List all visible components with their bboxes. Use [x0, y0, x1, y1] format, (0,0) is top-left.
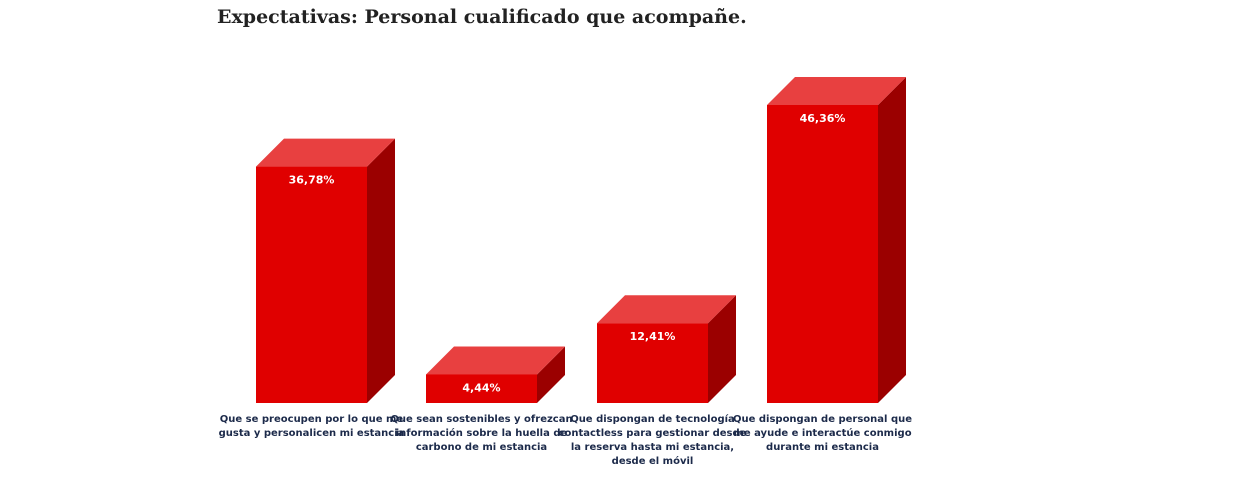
bar-top-face — [767, 77, 906, 105]
bar-1: 36,78% — [256, 138, 395, 403]
bar-front-face — [597, 323, 708, 403]
bar-3: 12,41% — [597, 295, 736, 403]
bar-value-label: 46,36% — [800, 112, 846, 125]
bar-side-face — [367, 138, 395, 403]
bar-side-face — [878, 77, 906, 403]
bar-2: 4,44% — [426, 346, 565, 403]
bar-side-face — [708, 295, 736, 403]
bar-front-face — [767, 105, 878, 403]
bar-4: 46,36% — [767, 77, 906, 403]
bar-top-face — [597, 295, 736, 324]
bars-group: 36,78% 4,44% 12,41% 46,36% — [256, 77, 906, 403]
category-label-4: Que dispongan de personal que me ayude e… — [732, 414, 913, 453]
bar-value-label: 12,41% — [630, 330, 676, 343]
category-label-1: Que se preocupen por lo que me gusta y p… — [218, 414, 405, 439]
category-label-3: Que dispongan de tecnología contactless … — [558, 414, 747, 467]
chart-title: Expectativas: Personal cualificado que a… — [217, 6, 747, 28]
bar-value-label: 36,78% — [289, 174, 335, 187]
category-label-2: Que sean sostenibles y ofrezcan informac… — [390, 414, 573, 453]
bar-side-face — [537, 346, 565, 403]
bar-value-label: 4,44% — [462, 381, 500, 394]
bar-front-face — [256, 166, 367, 403]
bar-top-face — [256, 138, 395, 167]
bar-top-face — [426, 346, 565, 375]
bar-front-face — [426, 374, 537, 403]
